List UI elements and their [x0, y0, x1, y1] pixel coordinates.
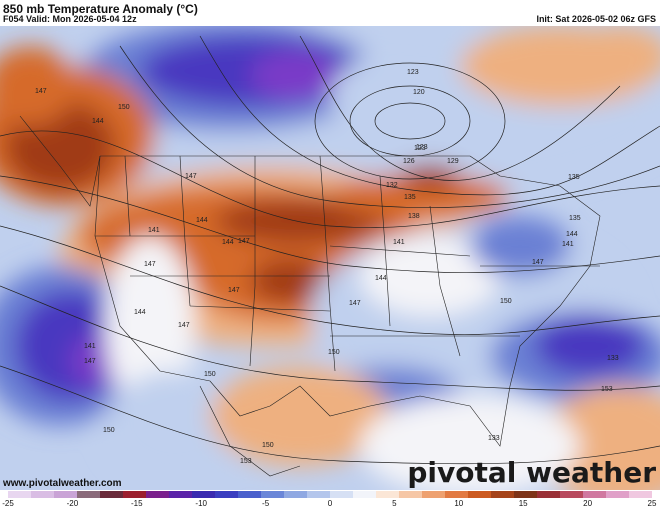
height-label: 147: [228, 287, 240, 294]
colorbar-swatch: [629, 491, 652, 498]
colorbar-swatch: [169, 491, 192, 498]
colorbar-swatch: [100, 491, 123, 498]
height-label: 141: [84, 343, 96, 350]
height-label: 135: [404, 194, 416, 201]
height-label: 150: [103, 427, 115, 434]
colorbar-swatch: [307, 491, 330, 498]
height-label-layer: 147 150 144 147 141 144 147 147 144 147 …: [35, 69, 619, 465]
colorbar-tick-label: -25: [2, 499, 14, 508]
anomaly-map: 147 150 144 147 141 144 147 147 144 147 …: [0, 26, 660, 490]
height-label: 144: [375, 275, 387, 282]
height-label: 133: [488, 435, 500, 442]
height-label: 150: [262, 442, 274, 449]
colorbar-swatch: [560, 491, 583, 498]
height-label: 132: [386, 182, 398, 189]
colorbar-swatch: [422, 491, 445, 498]
colorbar-swatch: [330, 491, 353, 498]
height-label: 147: [144, 261, 156, 268]
colorbar-strip: [8, 491, 652, 498]
height-label: 147: [238, 238, 250, 245]
height-label: 150: [500, 298, 512, 305]
colorbar-swatch: [399, 491, 422, 498]
height-label: 126: [403, 158, 415, 165]
height-label: 144: [222, 239, 234, 246]
colorbar-swatch: [468, 491, 491, 498]
init-time: Init: Sat 2026-05-02 06z GFS: [536, 14, 656, 24]
colorbar-tick-label: 10: [454, 499, 464, 508]
colorbar-tick-label: 15: [518, 499, 528, 508]
colorbar-swatch: [261, 491, 284, 498]
height-label: 123: [414, 145, 426, 152]
colorbar-swatch: [54, 491, 77, 498]
colorbar-swatch: [31, 491, 54, 498]
colorbar-tick-label: -5: [262, 499, 270, 508]
colorbar-swatch: [8, 491, 31, 498]
height-label: 147: [84, 358, 96, 365]
height-contours: [0, 35, 660, 465]
height-label: 120: [413, 89, 425, 96]
colorbar-swatch: [491, 491, 514, 498]
height-label: 147: [178, 322, 190, 329]
height-label: 144: [134, 309, 146, 316]
colorbar-tick-label: -15: [131, 499, 143, 508]
height-label: 147: [532, 259, 544, 266]
colorbar-swatch: [445, 491, 468, 498]
colorbar-swatch: [606, 491, 629, 498]
colorbar-swatch: [146, 491, 169, 498]
height-label: 153: [240, 458, 252, 465]
height-label: 150: [328, 349, 340, 356]
colorbar-swatch: [583, 491, 606, 498]
colorbar-swatch: [77, 491, 100, 498]
colorbar: -25 -20 -15 -10 -5 0 5 10 15 20 25: [0, 490, 660, 510]
colorbar-swatch: [238, 491, 261, 498]
height-label: 144: [196, 217, 208, 224]
height-label: 144: [92, 118, 104, 125]
header: 850 mb Temperature Anomaly (°C) F054 Val…: [0, 0, 660, 26]
brand-logo: pivotal weather: [407, 456, 656, 489]
height-label: 129: [447, 158, 459, 165]
colorbar-tick-label: -20: [66, 499, 79, 508]
height-label: 141: [562, 241, 574, 248]
colorbar-tick-label: 5: [392, 499, 397, 508]
height-label: 147: [349, 300, 361, 307]
website-label: www.pivotalweather.com: [3, 478, 122, 489]
height-label: 150: [204, 371, 216, 378]
height-label: 138: [408, 213, 420, 220]
height-label: 123: [407, 69, 419, 76]
colorbar-swatch: [215, 491, 238, 498]
height-label: 135: [568, 174, 580, 181]
colorbar-swatch: [537, 491, 560, 498]
colorbar-swatch: [123, 491, 146, 498]
height-label: 147: [35, 88, 47, 95]
height-label: 141: [393, 239, 405, 246]
height-label: 153: [601, 386, 613, 393]
valid-time: F054 Valid: Mon 2026-05-04 12z: [3, 14, 137, 24]
height-label: 150: [118, 104, 130, 111]
colorbar-tick-label: -10: [195, 499, 207, 508]
colorbar-swatch: [353, 491, 376, 498]
height-label: 147: [185, 173, 197, 180]
colorbar-swatch: [514, 491, 537, 498]
colorbar-tick-label: 0: [327, 499, 333, 508]
colorbar-tick-label: 25: [647, 499, 657, 508]
height-label: 123: [416, 144, 428, 151]
height-label: 133: [607, 355, 619, 362]
colorbar-tick-label: 20: [583, 499, 593, 508]
height-label: 144: [566, 231, 578, 238]
height-label: 141: [148, 227, 160, 234]
height-label: 135: [569, 215, 581, 222]
colorbar-swatch: [376, 491, 399, 498]
colorbar-swatch: [284, 491, 307, 498]
colorbar-swatch: [192, 491, 215, 498]
map-title: 850 mb Temperature Anomaly (°C): [3, 2, 198, 16]
map-canvas: 147 150 144 147 141 144 147 147 144 147 …: [0, 26, 660, 490]
colorbar-ticks: -25 -20 -15 -10 -5 0 5 10 15 20 25: [2, 499, 656, 510]
